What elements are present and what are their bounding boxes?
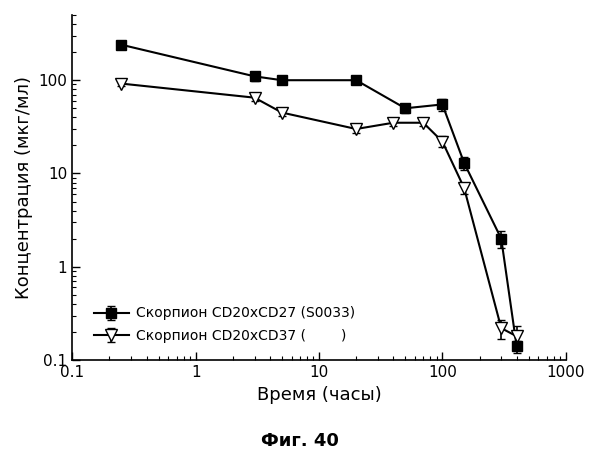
X-axis label: Время (часы): Время (часы) [257, 386, 382, 404]
Y-axis label: Концентрация (мкг/мл): Концентрация (мкг/мл) [15, 76, 33, 299]
Text: Фиг. 40: Фиг. 40 [261, 432, 339, 450]
Legend: Скорпион CD20xCD27 (S0033), Скорпион CD20xCD37 (        ): Скорпион CD20xCD27 (S0033), Скорпион CD2… [94, 306, 355, 343]
